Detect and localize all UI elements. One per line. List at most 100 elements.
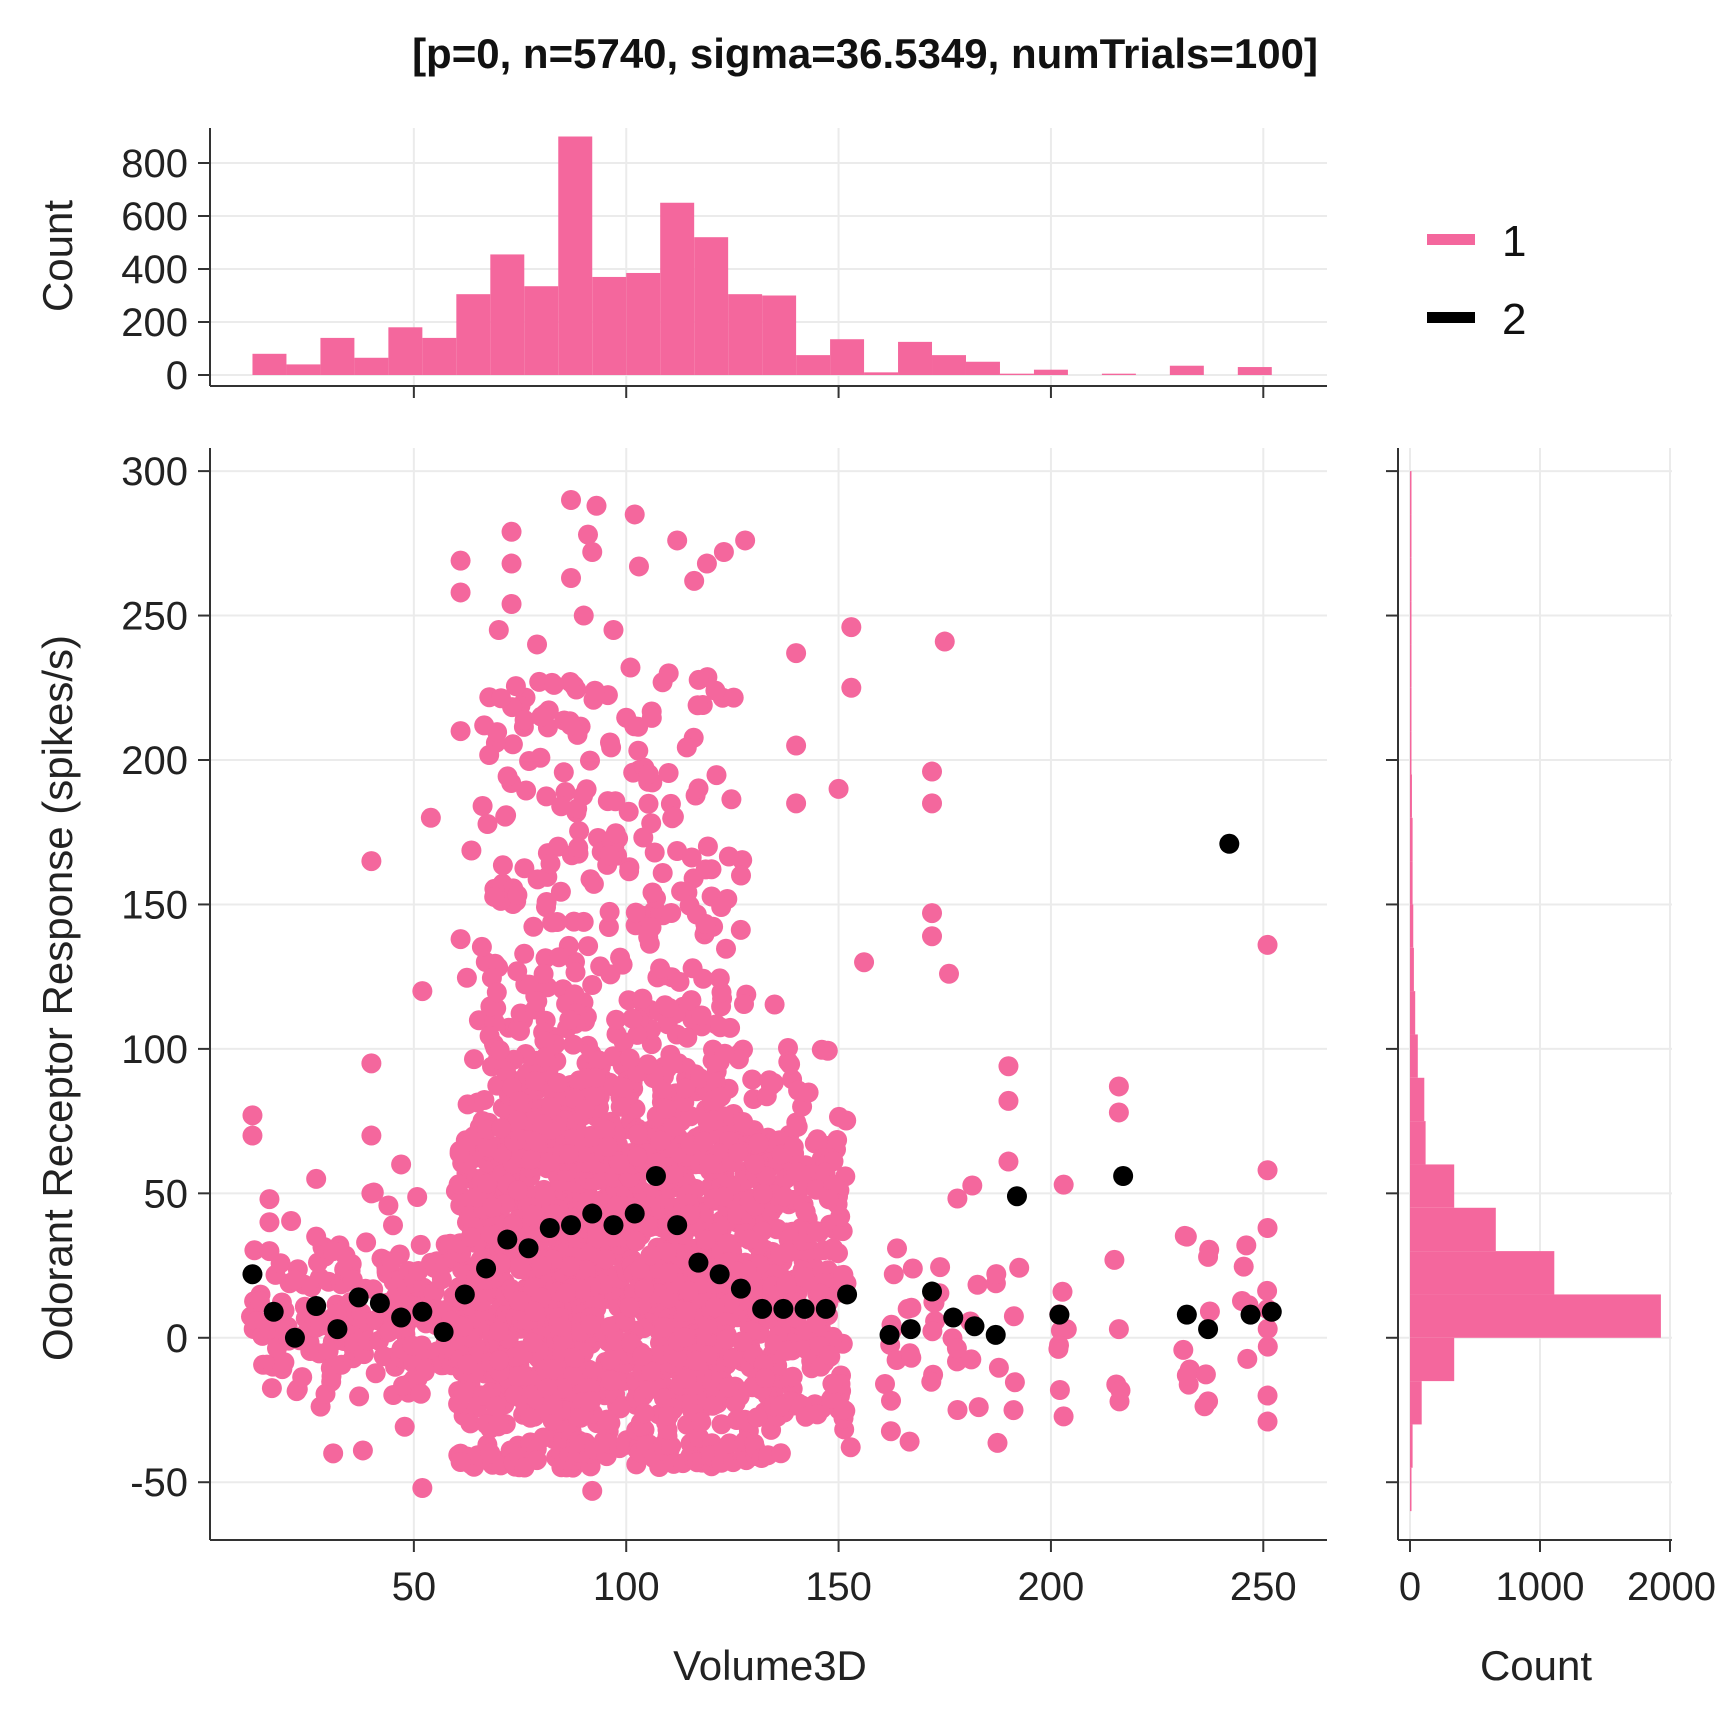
scatter-point-series-1 <box>841 617 862 638</box>
top-histogram-bar <box>898 341 933 375</box>
scatter-point <box>281 1211 302 1231</box>
scatter-point-series-1 <box>586 495 607 516</box>
scatter-point <box>497 766 518 787</box>
scatter-point <box>1257 1336 1278 1357</box>
top-histogram-bar <box>796 355 831 375</box>
scatter-point <box>410 1383 431 1404</box>
scatter-point <box>787 1116 808 1137</box>
scatter-point <box>1233 1256 1254 1277</box>
top-histogram-bar <box>558 136 593 375</box>
scatter-point-series-1 <box>841 677 862 698</box>
scatter-point <box>1109 1391 1130 1412</box>
scatter-point <box>641 813 662 834</box>
scatter-point <box>821 1388 842 1409</box>
y-tick-label: 300 <box>121 450 188 494</box>
top-histogram-bar <box>524 286 559 375</box>
main-scatter-axes: -50 0 50 100 150 200 250 300 50 100 150 200 250 <box>121 448 1327 1609</box>
legend: 1 2 <box>1427 217 1526 344</box>
scatter-point <box>548 947 569 968</box>
scatter-point <box>818 1189 839 1210</box>
scatter-point <box>731 1331 752 1352</box>
scatter-point-series-2 <box>730 1278 751 1299</box>
scatter-point-series-1 <box>1176 1226 1197 1247</box>
top-histogram-bar <box>1101 373 1136 375</box>
scatter-point <box>947 1188 968 1209</box>
scatter-point <box>542 1410 563 1431</box>
scatter-point-series-1 <box>1257 1218 1278 1238</box>
scatter-point <box>902 1258 923 1279</box>
top-histogram-bar <box>422 337 457 375</box>
scatter-point <box>505 1384 525 1405</box>
scatter-point-series-2 <box>688 1252 709 1273</box>
scatter-point <box>596 1409 617 1430</box>
top-histogram-axes: 0 200 400 600 800 <box>121 128 1327 398</box>
scatter-point-series-2 <box>943 1307 964 1328</box>
right-histogram-bar <box>1410 991 1416 1035</box>
scatter-point <box>568 837 589 858</box>
scatter-point <box>464 1049 484 1070</box>
scatter-points-series-1 <box>242 490 1278 1501</box>
right-x-tick-label: 1000 <box>1496 1565 1585 1609</box>
scatter-point <box>641 1034 662 1055</box>
scatter-point <box>716 1329 737 1350</box>
scatter-point-series-2 <box>518 1238 539 1259</box>
y-tick-label: -50 <box>130 1461 188 1505</box>
scatter-point <box>536 892 557 912</box>
scatter-point <box>1004 1372 1025 1393</box>
scatter-point <box>456 967 477 988</box>
scatter-point <box>553 762 574 783</box>
x-tick-label: 150 <box>805 1565 872 1609</box>
scatter-point <box>679 895 700 916</box>
scatter-point <box>716 938 736 959</box>
scatter-point-series-1 <box>480 1443 501 1464</box>
right-histogram-bar <box>1410 774 1412 818</box>
scatter-point <box>491 688 511 709</box>
scatter-point-series-1 <box>1257 1385 1278 1406</box>
right-histogram-bar <box>1410 1294 1661 1338</box>
scatter-point <box>663 1116 684 1137</box>
scatter-point <box>559 1009 580 1030</box>
scatter-point <box>734 994 754 1014</box>
scatter-point <box>516 780 537 801</box>
scatter-point-series-1 <box>361 1053 382 1074</box>
scatter-point <box>507 961 528 982</box>
scatter-point <box>578 936 599 957</box>
scatter-point <box>697 1112 718 1133</box>
y-tick-label: 50 <box>144 1172 189 1216</box>
scatter-point <box>794 1267 815 1288</box>
scatter-point <box>795 1201 816 1222</box>
scatter-points-series-2 <box>242 833 1282 1348</box>
scatter-point <box>695 859 716 880</box>
scatter-point-series-1 <box>1257 1411 1278 1432</box>
scatter-point-series-1 <box>561 490 582 510</box>
scatter-point-series-2 <box>709 1264 730 1285</box>
scatter-point-series-1 <box>582 542 603 562</box>
scatter-point-series-1 <box>450 1452 471 1472</box>
scatter-point <box>383 1215 403 1236</box>
scatter-point <box>875 1374 895 1394</box>
scatter-point <box>806 1313 827 1334</box>
scatter-point <box>535 1185 556 1206</box>
scatter-point <box>407 1187 428 1207</box>
scatter-point <box>523 916 544 937</box>
scatter-point <box>880 1421 901 1442</box>
scatter-point <box>534 1031 555 1051</box>
scatter-cloud-series-1 <box>241 667 1278 1478</box>
scatter-point <box>507 885 528 905</box>
scatter-point <box>755 1368 776 1389</box>
scatter-point <box>644 842 665 863</box>
scatter-point <box>489 1040 510 1061</box>
scatter-point <box>573 785 593 806</box>
scatter-point-series-2 <box>327 1319 348 1340</box>
scatter-point <box>559 1256 580 1277</box>
scatter-point-series-1 <box>501 521 522 542</box>
scatter-point <box>641 1361 661 1382</box>
scatter-point <box>606 1009 627 1030</box>
scatter-point <box>663 1163 684 1184</box>
scatter-point-series-1 <box>284 1270 305 1290</box>
top-histogram-bar <box>1169 365 1204 375</box>
scatter-point-series-2 <box>815 1298 836 1319</box>
scatter-point-series-2 <box>794 1298 815 1319</box>
scatter-point-series-1 <box>786 735 807 756</box>
top-histogram-bar <box>1237 367 1272 375</box>
